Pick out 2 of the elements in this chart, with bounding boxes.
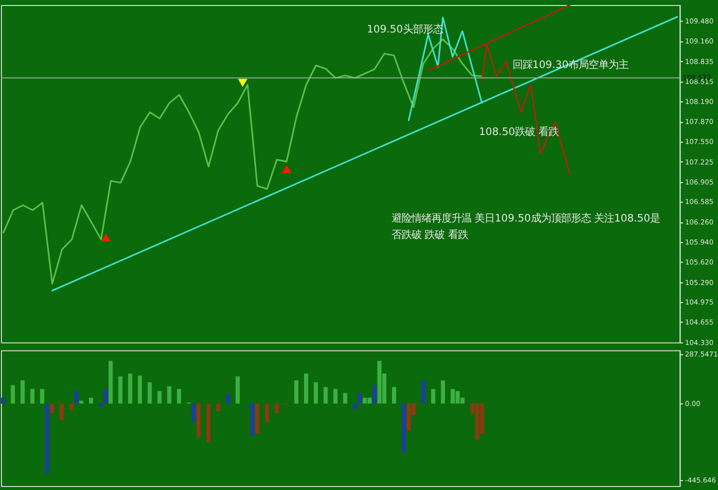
annotation: 回踩109.30布局空单为主 <box>512 58 629 71</box>
annotation: 避险情绪再度升温 美日109.50成为顶部形态 关注108.50是否跌破 跌破 看跌 <box>391 212 660 242</box>
